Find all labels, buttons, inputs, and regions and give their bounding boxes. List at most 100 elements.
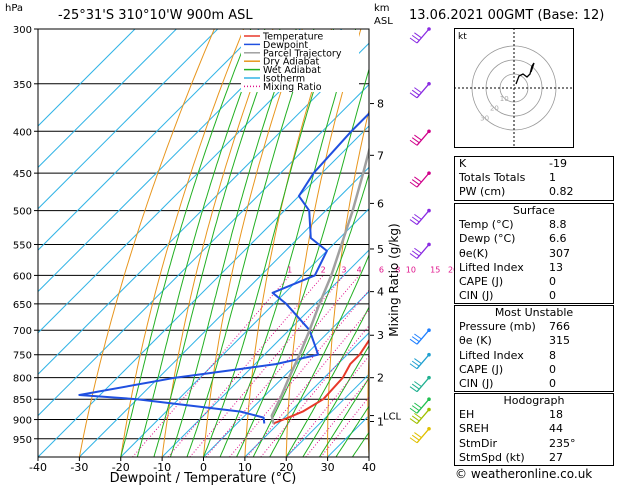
isotherm — [161, 249, 369, 457]
hodograph-stat-label: EH — [459, 408, 475, 422]
hodograph-stat-row: EH 18 — [455, 408, 613, 422]
temperature-tick-label: -40 — [29, 461, 47, 474]
isotherm — [38, 83, 369, 417]
pressure-tick-label: 350 — [13, 80, 32, 91]
location-title: -25°31'S 310°10'W 900m ASL — [58, 8, 253, 23]
pressure-tick-label: 600 — [13, 271, 32, 282]
most-unstable-row: θe (K) 315 — [455, 334, 613, 348]
indices-panel: K -19 Totals Totals 1 PW (cm) 0.82 — [454, 156, 614, 201]
surface-row: Lifted Index 13 — [455, 261, 613, 275]
wet-adiabat — [153, 29, 281, 457]
mixing-ratio-label: 3 — [341, 265, 346, 274]
wind-barb — [409, 426, 431, 444]
most-unstable-label: Lifted Index — [459, 348, 524, 362]
hodograph-stat-row: StmSpd (kt) 27 — [455, 451, 613, 465]
lcl-label: LCL — [383, 412, 402, 423]
wet-adiabat — [169, 29, 297, 457]
hodograph-stat-value: 18 — [549, 408, 563, 422]
pressure-tick-label: 900 — [13, 416, 32, 427]
wet-adiabat — [219, 29, 357, 457]
index-value: -19 — [549, 157, 567, 170]
hodo-ring-label: 20 — [490, 105, 499, 113]
series-temperature — [273, 338, 369, 425]
isotherm — [38, 29, 343, 334]
surface-title: Surface — [513, 204, 555, 217]
hodograph-stat-label: StmSpd (kt) — [459, 450, 525, 464]
mixing-ratio-line — [167, 275, 324, 457]
mixing-ratio-line — [286, 355, 369, 457]
mixing-ratio-label: 2 — [321, 265, 326, 274]
legend-entry: Wet Adiabat — [263, 65, 321, 76]
surface-row: CAPE (J) 0 — [455, 275, 613, 289]
legend-entry: Dewpoint — [263, 40, 308, 51]
chart-axes: 1234681015202530035040045050055060065070… — [13, 25, 472, 474]
dry-adiabat — [327, 108, 369, 457]
surface-label: Dewp (°C) — [459, 232, 516, 246]
hodograph-stat-value: 235° — [549, 436, 576, 450]
surface-value: 0 — [549, 274, 556, 288]
most-unstable-label: θe (K) — [459, 334, 492, 348]
temperature-tick-label: 30 — [321, 461, 335, 474]
credit-label: © weatheronline.co.uk — [455, 467, 593, 481]
isotherm — [38, 42, 369, 375]
wind-barb — [409, 171, 431, 188]
isotherm — [203, 290, 369, 457]
wet-adiabat — [203, 29, 335, 457]
wind-barb — [409, 397, 431, 414]
hodograph-trace — [515, 62, 535, 85]
height-tick-label: 8 — [377, 98, 384, 111]
surface-value: 307 — [549, 246, 570, 260]
legend-entry: Temperature — [262, 32, 323, 43]
wet-adiabat — [285, 306, 369, 457]
chart-series — [78, 112, 369, 425]
mixing-ratio-label: 1 — [287, 265, 292, 274]
surface-label: Temp (°C) — [459, 218, 514, 232]
hodograph-table-title: Hodograph — [503, 394, 565, 407]
hodograph-stat-row: SREH 44 — [455, 422, 613, 436]
isotherm — [38, 125, 369, 457]
most-unstable-panel: Most Unstable Pressure (mb) 766 θe (K) 315 L… — [454, 305, 614, 393]
mixing-ratio-label: 8 — [395, 265, 400, 274]
most-unstable-value: 8 — [549, 348, 556, 362]
dry-adiabat — [120, 29, 245, 457]
legend-entry: Isotherm — [263, 74, 305, 85]
wet-adiabat — [302, 344, 369, 457]
legend-entry: Parcel Trajectory — [263, 48, 342, 59]
surface-row: CIN (J) 0 — [455, 289, 613, 303]
isotherm — [38, 29, 260, 251]
most-unstable-label: Pressure (mb) — [459, 320, 536, 334]
dry-adiabat — [367, 342, 369, 457]
index-value: 1 — [549, 171, 556, 185]
temperature-tick-label: 10 — [238, 461, 252, 474]
wet-adiabat — [252, 172, 369, 457]
pressure-tick-label: 700 — [13, 326, 32, 337]
index-row: PW (cm) 0.82 — [455, 185, 613, 199]
pressure-tick-label: 500 — [13, 207, 32, 218]
wind-barb — [409, 27, 431, 44]
pressure-tick-label: 300 — [13, 25, 32, 36]
temperature-tick-label: 0 — [200, 461, 207, 474]
index-row: K -19 — [455, 157, 613, 171]
wind-barb — [409, 328, 431, 345]
temperature-tick-label: 20 — [279, 461, 293, 474]
hodograph-stat-label: StmDir — [459, 436, 498, 450]
height-tick-label: 5 — [377, 243, 384, 256]
pressure-tick-label: 800 — [13, 374, 32, 385]
index-label: Totals Totals — [459, 171, 526, 185]
surface-label: CAPE (J) — [459, 274, 504, 288]
most-unstable-label: CAPE (J) — [459, 362, 504, 376]
dry-adiabat — [161, 29, 274, 457]
km-label: km — [374, 3, 390, 14]
surface-panel: Surface Temp (°C) 8.8 Dewp (°C) 6.6 θe(K) 307… — [454, 203, 614, 305]
index-label: PW (cm) — [459, 185, 506, 199]
temperature-tick-label: 40 — [362, 461, 376, 474]
wet-adiabat — [120, 29, 252, 457]
dry-adiabat — [78, 29, 215, 457]
pressure-tick-label: 450 — [13, 169, 32, 180]
wind-barb — [409, 81, 431, 99]
dry-adiabat — [285, 29, 362, 457]
datetime-label: 13.06.2021 00GMT (Base: 12) — [409, 8, 605, 23]
isotherm — [79, 166, 369, 457]
pressure-tick-label: 850 — [13, 395, 32, 406]
